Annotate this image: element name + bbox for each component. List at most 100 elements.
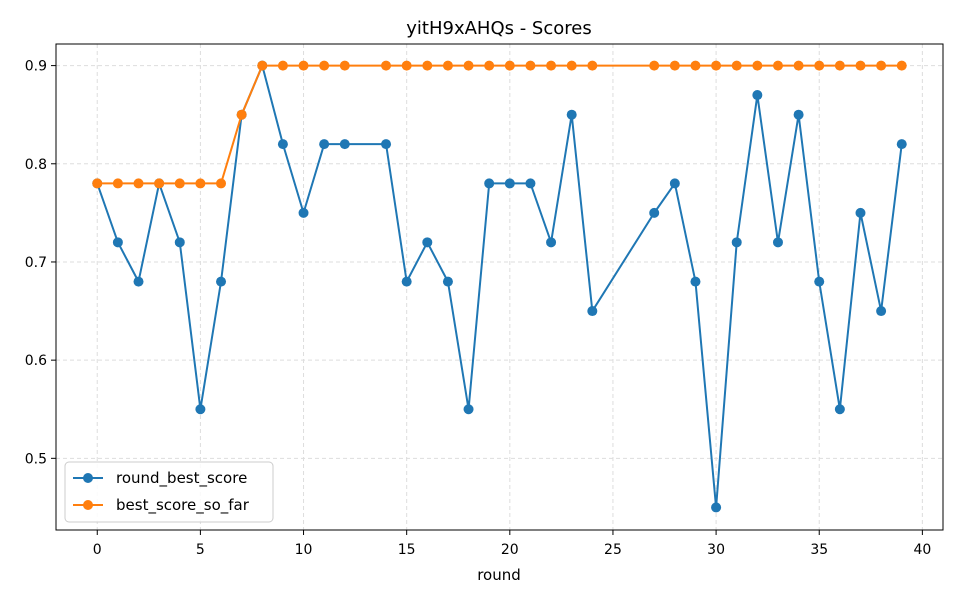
plot-frame — [55, 43, 944, 531]
y-tick-label: 0.6 — [25, 353, 47, 369]
best-score-so-far-point — [566, 60, 577, 71]
best-score-so-far-point — [442, 60, 453, 71]
x-tick-label: 15 — [398, 542, 416, 558]
y-tick-label: 0.5 — [25, 451, 47, 467]
best-score-so-far-point — [422, 60, 433, 71]
round-best-score-point — [690, 276, 701, 287]
best-score-so-far-point — [876, 60, 887, 71]
round-best-score-point — [546, 237, 557, 248]
round-best-score-point — [525, 178, 536, 189]
round-best-score-point — [484, 178, 495, 189]
round-best-score-point — [793, 109, 804, 120]
best-score-so-far-point — [216, 178, 227, 189]
round-best-score-point — [731, 237, 742, 248]
round-best-score-point — [772, 237, 783, 248]
round-best-score-line — [96, 64, 903, 509]
round-best-score-point — [133, 276, 144, 287]
round-best-score-point — [587, 306, 598, 317]
series-layer — [92, 60, 907, 513]
best-score-so-far-point — [381, 60, 392, 71]
round-best-score-point — [896, 139, 907, 150]
best-score-so-far-point — [339, 60, 350, 71]
round-best-score-point — [298, 207, 309, 218]
best-score-so-far-point — [690, 60, 701, 71]
best-score-so-far-point — [112, 178, 123, 189]
round-best-score-point — [649, 207, 660, 218]
legend-label: best_score_so_far — [116, 496, 250, 515]
round-best-score-point — [669, 178, 680, 189]
legend: round_best_score best_score_so_far — [64, 461, 274, 523]
best-score-so-far-point — [896, 60, 907, 71]
best-score-so-far-point — [92, 178, 103, 189]
y-tick-label: 0.9 — [25, 59, 47, 75]
best-score-so-far-point — [154, 178, 165, 189]
round-best-score-point — [504, 178, 515, 189]
round-best-score-point — [814, 276, 825, 287]
best-score-so-far-point — [546, 60, 557, 71]
best-score-so-far-point — [731, 60, 742, 71]
best-score-so-far-point — [319, 60, 330, 71]
round-best-score-point — [752, 90, 763, 101]
x-tick-label: 30 — [707, 542, 725, 558]
best-score-so-far-point — [752, 60, 763, 71]
best-score-so-far-point — [525, 60, 536, 71]
best-score-so-far-point — [649, 60, 660, 71]
legend-entry-round-best-score: round_best_score — [73, 469, 247, 488]
best-score-so-far-line — [97, 64, 902, 185]
best-score-so-far-point — [236, 109, 247, 120]
round-best-score-point — [834, 404, 845, 415]
round-best-score-point — [195, 404, 206, 415]
best-score-so-far-point — [814, 60, 825, 71]
x-tick-label: 0 — [93, 542, 102, 558]
best-score-so-far-point — [834, 60, 845, 71]
round-best-score-point — [381, 139, 392, 150]
x-tick-label: 40 — [913, 542, 931, 558]
chart-title: yitH9xAHQs - Scores — [406, 18, 591, 39]
best-score-so-far-point — [669, 60, 680, 71]
round-best-score-point — [277, 139, 288, 150]
best-score-so-far-point — [587, 60, 598, 71]
round-best-score-point — [339, 139, 350, 150]
legend-label: round_best_score — [116, 469, 247, 488]
round-best-score-point — [174, 237, 185, 248]
x-tick-label: 20 — [501, 542, 519, 558]
best-score-so-far-point — [504, 60, 515, 71]
legend-box — [64, 461, 274, 523]
y-tick-label: 0.7 — [25, 255, 47, 271]
legend-swatch-marker — [83, 500, 93, 510]
grid-lines — [56, 44, 943, 530]
round-best-score-point — [442, 276, 453, 287]
best-score-so-far-point — [174, 178, 185, 189]
best-score-so-far-point — [298, 60, 309, 71]
series-round-best-score — [92, 60, 907, 513]
x-axis-label: round — [477, 566, 521, 584]
round-best-score-point — [876, 306, 887, 317]
best-score-so-far-point — [793, 60, 804, 71]
best-score-so-far-point — [711, 60, 722, 71]
best-score-so-far-point — [257, 60, 268, 71]
x-tick-label: 25 — [604, 542, 622, 558]
round-best-score-point — [216, 276, 227, 287]
y-tick-label: 0.8 — [25, 157, 47, 173]
round-best-score-point — [112, 237, 123, 248]
x-tick-label: 35 — [810, 542, 828, 558]
round-best-score-point — [566, 109, 577, 120]
x-axis: 0 5 10 15 20 25 30 35 40 — [93, 530, 931, 558]
series-best-score-so-far — [92, 60, 907, 189]
best-score-so-far-point — [133, 178, 144, 189]
round-best-score-point — [855, 207, 866, 218]
best-score-so-far-point — [772, 60, 783, 71]
best-score-so-far-point — [463, 60, 474, 71]
legend-swatch-marker — [83, 473, 93, 483]
legend-entry-best-score-so-far: best_score_so_far — [73, 496, 250, 515]
round-best-score-point — [319, 139, 330, 150]
x-tick-label: 5 — [196, 542, 205, 558]
best-score-so-far-point — [855, 60, 866, 71]
round-best-score-point — [711, 502, 722, 513]
best-score-so-far-point — [277, 60, 288, 71]
x-tick-label: 10 — [295, 542, 313, 558]
y-axis: 0.5 0.6 0.7 0.8 0.9 — [25, 59, 56, 467]
best-score-so-far-point — [484, 60, 495, 71]
best-score-so-far-point — [195, 178, 206, 189]
